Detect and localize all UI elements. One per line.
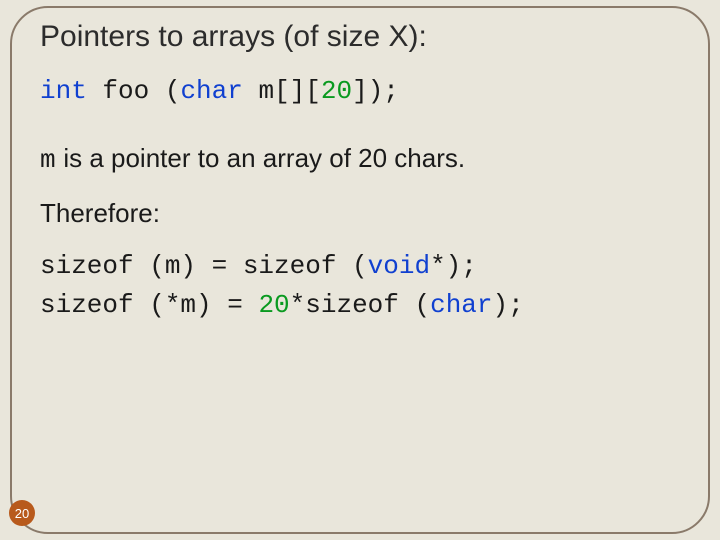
sz2-a: sizeof (*m) =: [40, 290, 258, 320]
keyword-char: char: [180, 76, 242, 106]
var-m: m: [40, 145, 56, 175]
keyword-char2: char: [430, 290, 492, 320]
sizeof-line-2: sizeof (*m) = 20*sizeof (char);: [40, 286, 680, 325]
sz1-b: *);: [430, 251, 477, 281]
sz2-c: );: [493, 290, 524, 320]
decl-foo: foo (: [87, 76, 181, 106]
declaration-line: int foo (char m[][20]);: [40, 72, 680, 111]
explanation-text: is a pointer to an array of 20 chars.: [56, 143, 465, 173]
decl-m-open: m[][: [243, 76, 321, 106]
literal-20-b: 20: [258, 290, 289, 320]
sz1-a: sizeof (m) = sizeof (: [40, 251, 368, 281]
keyword-void: void: [368, 251, 430, 281]
page-number-badge: 20: [9, 500, 35, 526]
sizeof-line-1: sizeof (m) = sizeof (void*);: [40, 247, 680, 286]
slide-title: Pointers to arrays (of size X):: [40, 20, 680, 54]
slide-frame: Pointers to arrays (of size X): int foo …: [10, 6, 710, 534]
sz2-b: *sizeof (: [290, 290, 430, 320]
keyword-int: int: [40, 76, 87, 106]
spacer: [40, 125, 680, 139]
literal-20: 20: [321, 76, 352, 106]
therefore-label: Therefore:: [40, 194, 680, 233]
explanation-line: m is a pointer to an array of 20 chars.: [40, 139, 680, 180]
decl-m-close: ]);: [352, 76, 399, 106]
